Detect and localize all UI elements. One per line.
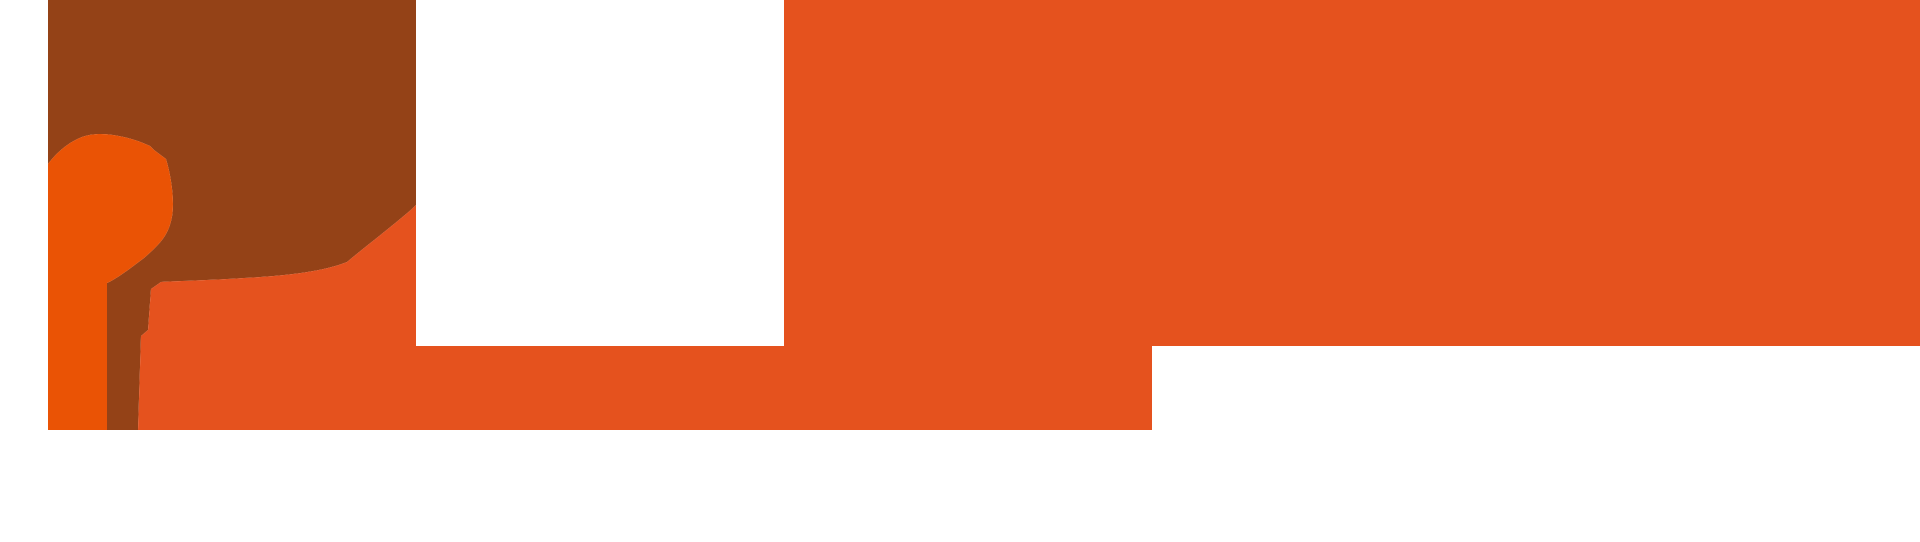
brown-mass-shape <box>48 0 416 430</box>
orange-field-shape <box>138 0 1920 430</box>
orange-dot-stem-shape <box>48 133 173 431</box>
